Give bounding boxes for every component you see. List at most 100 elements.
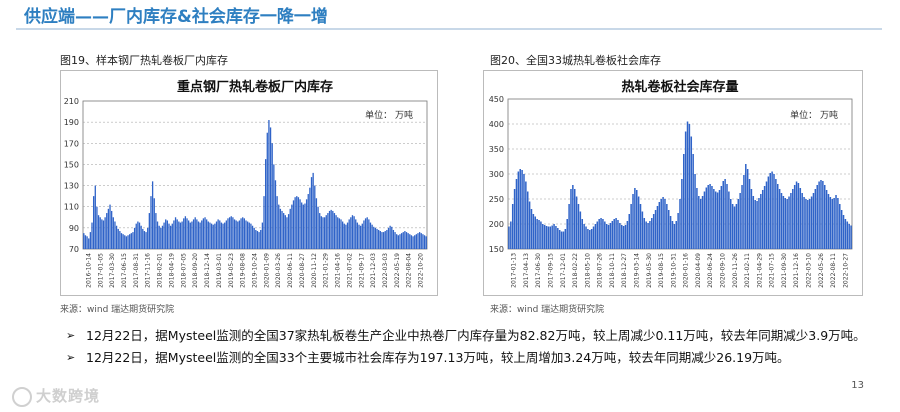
figure-19-label: 图19、样本钢厂热轧卷板厂内库存	[60, 54, 228, 67]
bar	[405, 232, 408, 249]
bar	[840, 210, 843, 249]
bar	[651, 218, 653, 249]
bar	[386, 229, 388, 249]
bar	[775, 179, 777, 249]
bar	[780, 193, 783, 249]
y-tick-label: 450	[489, 95, 504, 104]
bar	[820, 180, 822, 249]
bar	[168, 223, 170, 249]
bullet-text: 12月22日，据Mysteel监测的全国33个主要城市社会库存为197.13万吨…	[86, 350, 790, 365]
logo-icon	[12, 386, 32, 407]
bar	[119, 231, 121, 249]
bar	[281, 210, 283, 249]
x-tick-label: 2018-12-27	[621, 253, 628, 288]
bar	[767, 176, 770, 249]
bar	[724, 179, 726, 249]
bar	[769, 173, 771, 249]
bar	[557, 228, 559, 249]
bar	[292, 200, 295, 249]
x-tick-label: 2018-07-05	[180, 253, 187, 288]
bar	[346, 222, 349, 249]
bar	[566, 219, 568, 249]
bar	[246, 221, 249, 249]
bar	[363, 220, 365, 249]
bar	[669, 216, 672, 249]
x-tick-label: 2017-03-30	[109, 253, 116, 288]
bar	[325, 215, 327, 249]
bar	[799, 188, 802, 249]
y-tick-label: 200	[489, 220, 504, 229]
x-tick-label: 2021-04-29	[756, 253, 763, 288]
bar	[645, 221, 647, 249]
bullet-list: ➢ 12月22日，据Mysteel监测的全国37家热轧板卷生产企业中热卷厂内库存…	[66, 328, 896, 372]
bar	[269, 127, 272, 249]
bar	[790, 193, 792, 249]
bar	[333, 213, 336, 249]
bar	[369, 222, 372, 249]
x-tick-label: 2022-10-27	[842, 253, 849, 288]
bar	[739, 193, 741, 249]
bar	[795, 181, 798, 249]
bar	[392, 229, 395, 249]
bar	[264, 159, 267, 249]
bar	[289, 208, 291, 249]
bar	[304, 203, 306, 249]
bar	[97, 215, 100, 249]
y-tick-label: 300	[489, 170, 504, 179]
bar	[237, 221, 239, 249]
bar	[532, 214, 535, 249]
bar	[818, 181, 820, 249]
bar	[761, 190, 764, 249]
bar	[99, 217, 101, 249]
bar	[630, 204, 632, 249]
bar	[622, 226, 625, 249]
x-tick-label: 2020-03-26	[275, 253, 282, 288]
bar	[743, 175, 745, 249]
bar	[263, 196, 265, 249]
bar	[147, 227, 149, 249]
bar	[511, 204, 514, 249]
bar	[823, 185, 826, 249]
bullet-item: ➢ 12月22日，据Mysteel监测的全国33个主要城市社会库存为197.13…	[66, 350, 896, 366]
bar	[626, 221, 629, 249]
bar	[366, 217, 368, 249]
bar	[373, 226, 375, 249]
bar	[202, 218, 205, 249]
bar	[402, 232, 404, 249]
bar	[364, 218, 367, 249]
bar	[686, 121, 689, 249]
watermark-logo: 大数跨境	[12, 385, 100, 407]
bar	[92, 196, 95, 249]
bar	[538, 220, 540, 249]
bar	[120, 233, 123, 249]
bar	[341, 221, 344, 249]
bar	[323, 217, 326, 249]
bar	[153, 198, 155, 249]
bar	[224, 222, 226, 249]
x-tick-label: 2019-10-24	[252, 253, 259, 288]
bar	[94, 185, 96, 249]
bar	[600, 218, 602, 249]
bar	[376, 228, 378, 249]
bar	[814, 189, 817, 249]
bar	[397, 235, 399, 249]
bar	[109, 204, 111, 249]
title-divider	[16, 28, 882, 30]
bar	[756, 201, 758, 249]
bar	[181, 221, 183, 249]
bar	[337, 217, 339, 249]
bar	[307, 194, 309, 249]
bar	[88, 238, 90, 249]
chart-panel-1: 重点钢厂热轧卷板厂内库存 单位： 万吨 70 90 110 130 150 170 190 210…	[60, 70, 438, 296]
bar	[711, 186, 713, 249]
bar	[140, 225, 142, 249]
bar	[266, 132, 268, 249]
x-tick-label: 2019-08-15	[658, 253, 665, 288]
bar	[658, 202, 661, 249]
bar	[581, 219, 584, 249]
bar	[104, 217, 106, 249]
bar	[827, 194, 830, 249]
bar	[228, 217, 231, 249]
